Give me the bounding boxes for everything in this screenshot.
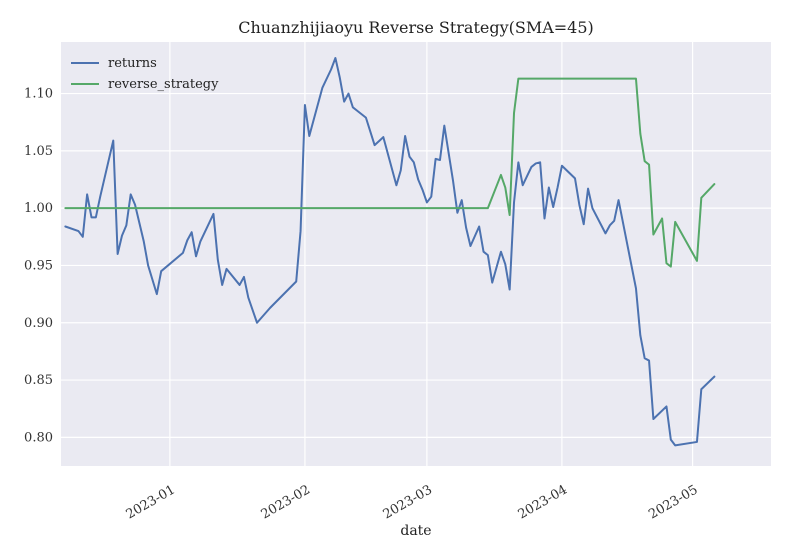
x-axis-label: date <box>400 523 431 539</box>
y-tick-label: 1.00 <box>24 201 53 216</box>
x-tick-label: 2023-05 <box>646 482 700 522</box>
plot-background <box>61 42 771 466</box>
legend: returns reverse_strategy <box>71 56 219 92</box>
x-tick-label: 2023-01 <box>124 482 178 522</box>
y-tick-label: 1.10 <box>24 87 53 102</box>
x-tick-labels: 2023-01 2023-02 2023-03 2023-04 2023-05 <box>124 482 701 522</box>
series-lines <box>64 57 716 447</box>
x-tick-label: 2023-03 <box>381 482 435 522</box>
legend-label-reverse-strategy: reverse_strategy <box>108 77 219 92</box>
y-tick-labels: 0.80 0.85 0.90 0.95 1.00 1.05 1.10 <box>24 87 53 446</box>
y-tick-label: 1.05 <box>24 144 53 159</box>
chart-title: Chuanzhijiaoyu Reverse Strategy(SMA=45) <box>238 18 594 37</box>
x-tick-label: 2023-04 <box>516 482 570 522</box>
y-tick-label: 0.80 <box>24 430 53 445</box>
series-line-returns <box>64 57 716 447</box>
x-tick-label: 2023-02 <box>259 482 313 522</box>
series-line-reverse-strategy <box>64 77 716 268</box>
y-tick-label: 0.90 <box>24 316 53 331</box>
y-tick-label: 0.85 <box>24 373 53 388</box>
y-tick-label: 0.95 <box>24 258 53 273</box>
legend-label-returns: returns <box>108 56 157 71</box>
